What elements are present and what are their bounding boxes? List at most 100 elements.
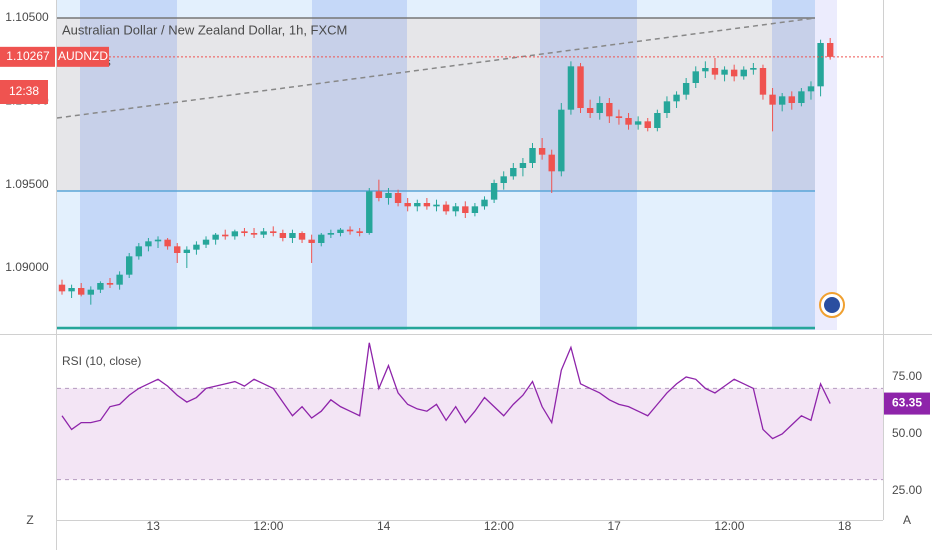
range-box — [57, 18, 815, 191]
candle-body — [682, 83, 690, 95]
x-tick-label: 14 — [377, 519, 391, 533]
candle-body — [126, 256, 133, 275]
candle-body — [346, 229, 354, 232]
candle-body — [471, 206, 479, 213]
candle-body — [87, 289, 95, 295]
candle-body — [500, 176, 507, 183]
x-tick-label: 13 — [147, 519, 161, 533]
candle-body — [270, 231, 277, 233]
candle-body — [711, 68, 719, 75]
candle-body — [394, 193, 402, 203]
price-tag: 1.10267 — [6, 49, 50, 63]
candle-body — [279, 233, 287, 238]
candle-body — [817, 43, 824, 87]
candle-body — [798, 91, 805, 103]
candle-body — [567, 66, 575, 110]
symbol-tag-bg — [57, 46, 109, 67]
candle-body — [58, 284, 66, 292]
countdown-bg — [0, 80, 48, 104]
candle-body — [481, 199, 488, 207]
candles — [58, 38, 834, 305]
candle-body — [356, 231, 363, 233]
trend-line — [56, 17, 816, 119]
price-tag-bg — [0, 46, 55, 67]
candle-body — [692, 71, 699, 83]
candle-body — [327, 233, 335, 235]
candle-body — [289, 233, 296, 238]
candle-body — [222, 234, 229, 237]
candle-body — [97, 283, 104, 290]
candle-body — [529, 148, 536, 163]
candle-body — [596, 103, 603, 113]
candle-body — [538, 148, 546, 155]
candle-body — [510, 168, 517, 177]
candle-body — [519, 163, 527, 168]
candle-body — [106, 283, 114, 285]
candle-body — [740, 69, 747, 77]
candle-body — [375, 191, 383, 198]
candle-body — [366, 191, 373, 233]
session-column — [540, 0, 637, 330]
candle-body — [634, 121, 642, 125]
rsi-title: RSI (10, close) — [62, 354, 141, 368]
candle-body — [404, 203, 411, 207]
candle-body — [606, 103, 613, 117]
candle-body — [145, 241, 152, 247]
rsi-value: 63.35 — [892, 396, 922, 410]
candle-body — [452, 206, 459, 212]
event-flag — [824, 297, 840, 313]
candle-body — [778, 96, 786, 105]
rsi-band — [57, 388, 883, 480]
auto-scale-button[interactable]: A — [903, 513, 911, 527]
x-tick-label: 12:00 — [484, 519, 514, 533]
x-tick-label: 12:00 — [253, 519, 283, 533]
candle-body — [769, 94, 776, 105]
candle-body — [586, 108, 594, 113]
candle-body — [164, 239, 171, 247]
candle-body — [442, 204, 450, 212]
x-tick-label: 17 — [607, 519, 621, 533]
session-column — [312, 0, 407, 330]
rsi-tick-label: 50.00 — [892, 426, 922, 440]
candle-body — [318, 234, 325, 243]
countdown: 12:38 — [9, 84, 39, 98]
candle-body — [654, 113, 661, 128]
rsi-line — [61, 342, 831, 440]
rsi-value-bg — [884, 392, 930, 415]
y-tick-label: 1.09000 — [5, 260, 49, 274]
chart-title: Australian Dollar / New Zealand Dollar, … — [62, 22, 347, 37]
x-tick-label: 18 — [838, 519, 852, 533]
symbol-tag: AUDNZD — [58, 49, 108, 63]
candle-body — [250, 233, 258, 235]
candle-body — [462, 206, 469, 213]
session-column — [772, 0, 815, 330]
x-tick-label: 12:00 — [714, 519, 744, 533]
candle-body — [702, 68, 709, 72]
candle-body — [577, 66, 584, 108]
candle-body — [385, 193, 392, 198]
candle-body — [423, 203, 431, 207]
candle-body — [308, 239, 315, 243]
candle-body — [433, 204, 440, 207]
candle-body — [241, 231, 248, 233]
candle-body — [174, 246, 181, 253]
candle-body — [202, 239, 210, 245]
candle-body — [750, 68, 757, 70]
candle-body — [663, 101, 671, 113]
candle-body — [548, 154, 555, 172]
zoom-button[interactable]: Z — [26, 513, 33, 527]
candle-body — [135, 246, 143, 257]
candle-body — [759, 68, 767, 95]
y-tick-label: 1.09500 — [5, 177, 49, 191]
candle-body — [730, 69, 738, 77]
candle-body — [231, 231, 239, 237]
candle-body — [615, 116, 623, 118]
candle-body — [788, 96, 795, 103]
candle-body — [298, 233, 306, 240]
candle-body — [414, 203, 421, 207]
candle-body — [826, 43, 834, 57]
rsi-tick-label: 75.00 — [892, 369, 922, 383]
candle-body — [625, 118, 632, 125]
